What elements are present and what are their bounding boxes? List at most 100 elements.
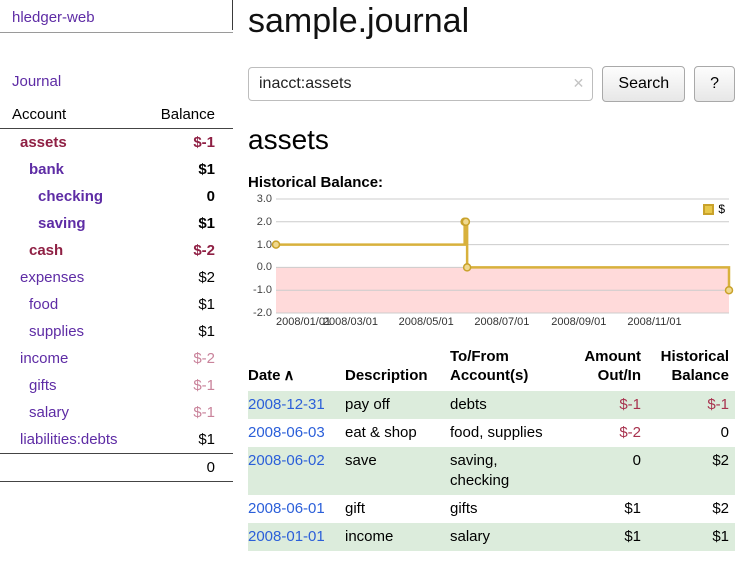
description-cell: income [345,528,394,545]
account-link[interactable]: food [29,296,59,313]
nav-journal-link[interactable]: Journal [12,73,62,90]
chart-title: Historical Balance: [248,174,384,191]
y-tick-label: 0.0 [256,261,272,274]
register-header-row: Date ∧ Description To/From Account(s) Amo… [248,345,735,391]
brand-link[interactable]: hledger-web [12,9,95,26]
balance-cell: 0 [720,424,729,441]
accounts-total-balance: 0 [144,453,233,482]
account-link[interactable]: saving [38,215,86,232]
date-link[interactable]: 2008-01-01 [248,528,325,545]
sidebar: hledger-web Journal Account Balance asse… [0,0,240,482]
accounts-cell: debts [450,396,487,413]
account-name-cell: saving [0,210,144,237]
account-name-cell: checking [0,183,144,210]
main-content: sample.journal ✕ Search ? assets Histori… [248,0,735,551]
account-balance: 0 [206,188,215,205]
amount-cell: $-2 [619,424,641,441]
sidebar-top-divider [232,0,233,30]
account-row: assets $-1 [0,129,233,157]
accounts-header-row: Account Balance [0,103,233,129]
account-row: liabilities:debts $1 [0,426,233,454]
date-link[interactable]: 2008-06-01 [248,500,325,517]
accounts-total-row: 0 [0,453,233,482]
account-balance: $1 [198,431,215,448]
register-header-description: Description [345,367,428,384]
account-link[interactable]: bank [29,161,65,178]
account-row: saving $1 [0,210,233,237]
account-link[interactable]: salary [29,404,70,421]
accounts-total-spacer [0,453,145,482]
accounts-header-balance: Balance [144,103,233,129]
account-row: checking 0 [0,183,233,210]
accounts-cell: saving, checking [450,452,510,489]
account-link[interactable]: assets [20,134,67,151]
chart-y-axis: 3.0 2.0 1.0 0.0 -1.0 -2.0 [248,193,276,319]
account-balance: $2 [198,269,215,286]
register-header-balance: Historical Balance [660,348,729,384]
x-tick-label: 2008/01/01 [276,316,332,328]
y-tick-label: 1.0 [256,238,272,251]
sidebar-divider [0,32,233,33]
account-link[interactable]: supplies [29,323,85,340]
account-name-cell: food [0,291,144,318]
amount-cell: $1 [624,500,641,517]
x-tick-label: 2008/05/01 [398,316,454,328]
account-link[interactable]: income [20,350,69,367]
date-link[interactable]: 2008-12-31 [248,396,325,413]
chart-x-axis: 2008/01/01 2008/03/01 2008/05/01 2008/07/01… [276,313,729,329]
account-name-cell: expenses [0,264,144,291]
balance-cell: $1 [712,528,729,545]
amount-cell: $1 [624,528,641,545]
account-name-cell: income [0,345,144,372]
account-link[interactable]: expenses [20,269,85,286]
y-tick-label: 3.0 [256,193,272,205]
account-balance: $1 [198,323,215,340]
register-header-amount: Amount Out/In [584,348,641,384]
account-name-cell: cash [0,237,144,264]
account-balance: $-1 [193,404,215,421]
account-name-cell: liabilities:debts [0,426,144,454]
date-header-label: Date [248,367,281,384]
description-cell: save [345,452,377,469]
register-header-accounts: To/From Account(s) [450,348,529,384]
account-balance: $1 [198,215,215,232]
register-header-date[interactable]: Date ∧ [248,345,345,391]
register-row: 2008-06-03 eat & shop food, supplies $-2 0 [248,419,735,447]
register-row: 2008-12-31 pay off debts $-1 $-1 [248,391,735,419]
account-row: food $1 [0,291,233,318]
x-tick-label: 2008/03/01 [322,316,378,328]
clear-search-icon[interactable]: ✕ [572,75,585,91]
search-bar: ✕ Search ? [248,66,735,102]
balance-cell: $2 [712,452,729,469]
description-cell: eat & shop [345,424,417,441]
y-tick-label: 2.0 [256,215,272,228]
search-input[interactable] [248,67,594,101]
account-link[interactable]: cash [29,242,64,259]
register-table: Date ∧ Description To/From Account(s) Amo… [248,345,735,551]
account-balance: $1 [198,161,215,178]
account-heading: assets [248,124,329,155]
search-box: ✕ [248,67,594,101]
account-balance: $-2 [193,350,215,367]
date-link[interactable]: 2008-06-02 [248,452,325,469]
help-button[interactable]: ? [694,66,735,102]
search-button[interactable]: Search [602,66,686,102]
account-link[interactable]: checking [38,188,104,205]
amount-cell: $-1 [619,396,641,413]
account-link[interactable]: liabilities:debts [20,431,118,448]
accounts-header-account: Account [0,103,145,129]
account-link[interactable]: gifts [29,377,57,394]
account-row: supplies $1 [0,318,233,345]
description-cell: gift [345,500,366,517]
register-row: 2008-01-01 income salary $1 $1 [248,523,735,551]
balance-cell: $-1 [707,396,729,413]
date-link[interactable]: 2008-06-03 [248,424,325,441]
legend-swatch-icon [703,203,715,215]
date-cell: 2008-12-31 [248,391,345,419]
account-name-cell: bank [0,156,144,183]
accounts-table-body: assets $-1 bank $1 checking 0 saving $1 cash $-2 e… [0,129,233,454]
register-row: 2008-06-01 gift gifts $1 $2 [248,495,735,523]
account-balance: $-1 [193,134,215,151]
accounts-cell: gifts [450,500,478,517]
chart-legend: $ [703,202,725,216]
